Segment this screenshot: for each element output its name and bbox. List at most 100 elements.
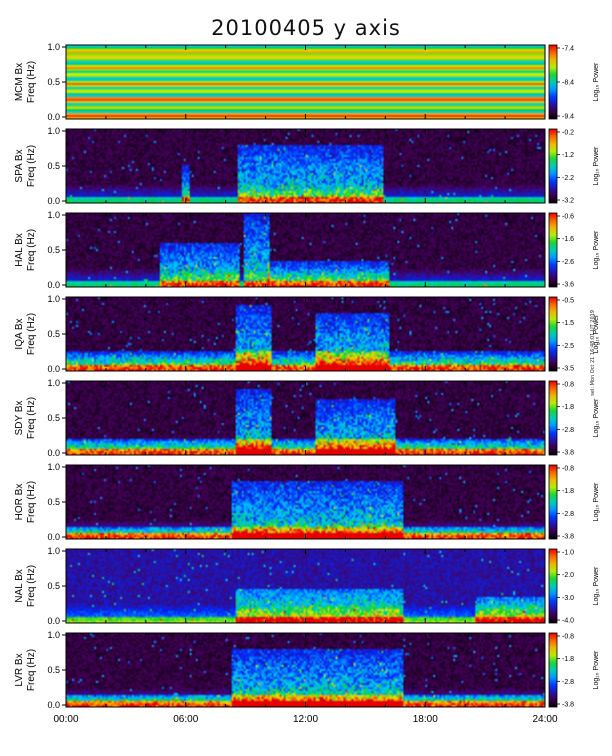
colorbar-label: Log₁₀ Power [593, 314, 600, 353]
colorbar-tick-label: -1.0 [562, 550, 574, 557]
chart-title: 20100405 y axis [211, 16, 401, 40]
colorbar [548, 464, 558, 540]
y-tick-label: 0.5 [47, 497, 60, 507]
y-axis-label-freq: Freq (Hz) [26, 229, 37, 271]
y-tick-label: 1.0 [47, 126, 60, 136]
panel-sdy: 0.0 0.5 1.0 SDY Bx Freq (Hz) -0.8 -1.8 -2.8 -3.8… [14, 378, 600, 458]
colorbar [548, 380, 558, 456]
spectrogram-image [66, 465, 545, 539]
y-axis-label-freq: Freq (Hz) [26, 565, 37, 607]
y-axis-label-freq: Freq (Hz) [26, 481, 37, 523]
y-tick-label: 0.0 [47, 448, 60, 458]
timestamp-note: sel: Mon Oct 21 16:48:01 UT 2019 [590, 310, 596, 396]
colorbar-tick-label: -0.8 [562, 466, 574, 473]
colorbar-tick-label: -1.8 [562, 404, 574, 411]
colorbar-tick-label: -3.0 [562, 595, 574, 602]
y-tick-label: 0.5 [47, 161, 60, 171]
colorbar-tick-label: -0.8 [562, 634, 574, 641]
y-tick-label: 0.0 [47, 280, 60, 290]
colorbar-tick-label: -3.8 [562, 450, 574, 457]
colorbar-tick-label: -1.2 [562, 152, 574, 159]
x-tick-label: 18:00 [413, 714, 438, 725]
colorbar [548, 128, 558, 204]
colorbar-label: Log₁₀ Power [593, 62, 600, 101]
panel-iqa: 0.0 0.5 1.0 IQA Bx Freq (Hz) -0.5 -1.5 -2.5 -3.5… [14, 294, 600, 374]
spectrogram-image [66, 549, 545, 623]
colorbar-tick-label: -3.2 [562, 198, 574, 205]
spectrogram-image [66, 213, 545, 287]
y-tick-label: 0.5 [47, 665, 60, 675]
y-tick-label: 0.5 [47, 329, 60, 339]
panel-spa: 0.0 0.5 1.0 SPA Bx Freq (Hz) -0.2 -1.2 -2.2 -3.2… [14, 126, 600, 206]
colorbar-label: Log₁₀ Power [593, 398, 600, 437]
y-tick-label: 1.0 [47, 378, 60, 388]
spectrogram-image [66, 633, 545, 707]
y-tick-label: 0.0 [47, 364, 60, 374]
colorbar [548, 296, 558, 372]
colorbar-tick-label: -1.6 [562, 236, 574, 243]
y-axis-label-freq: Freq (Hz) [26, 145, 37, 187]
colorbar-label: Log₁₀ Power [593, 146, 600, 185]
y-tick-label: 0.5 [47, 581, 60, 591]
y-axis-label-station: SPA Bx [14, 149, 25, 182]
y-tick-label: 0.0 [47, 700, 60, 710]
colorbar-tick-label: -2.2 [562, 175, 574, 182]
y-tick-label: 1.0 [47, 462, 60, 472]
colorbar-tick-label: -0.8 [562, 382, 574, 389]
colorbar-tick-label: -3.8 [562, 534, 574, 541]
colorbar-tick-label: -3.8 [562, 702, 574, 709]
y-tick-label: 0.5 [47, 413, 60, 423]
colorbar-tick-label: -8.4 [562, 80, 574, 87]
colorbar [548, 632, 558, 708]
x-tick-label: 12:00 [293, 714, 318, 725]
colorbar-tick-label: -2.5 [562, 343, 574, 350]
y-tick-label: 0.5 [47, 245, 60, 255]
panel-hor: 0.0 0.5 1.0 HOR Bx Freq (Hz) -0.8 -1.8 -2.8 -3.8… [14, 462, 600, 542]
y-tick-label: 0.0 [47, 196, 60, 206]
y-axis-label-station: IQA Bx [14, 318, 25, 349]
colorbar-tick-label: -1.8 [562, 656, 574, 663]
y-tick-label: 1.0 [47, 210, 60, 220]
spectrogram-image [66, 45, 545, 119]
y-axis-label-freq: Freq (Hz) [26, 397, 37, 439]
panel-nal: 0.0 0.5 1.0 NAL Bx Freq (Hz) -1.0 -2.0 -3.0 -4.0… [14, 546, 600, 626]
colorbar-tick-label: -3.5 [562, 366, 574, 373]
y-axis-label-station: HAL Bx [14, 233, 25, 267]
colorbar-tick-label: -0.2 [562, 130, 574, 137]
colorbar [548, 44, 558, 120]
y-tick-label: 0.0 [47, 112, 60, 122]
colorbar-tick-label: -3.6 [562, 282, 574, 289]
spectrogram-image [66, 129, 545, 203]
colorbar-tick-label: -0.5 [562, 298, 574, 305]
y-axis-label-station: MCM Bx [14, 63, 25, 101]
y-axis-label-freq: Freq (Hz) [26, 649, 37, 691]
colorbar [548, 548, 558, 624]
colorbar-label: Log₁₀ Power [593, 650, 600, 689]
y-tick-label: 1.0 [47, 294, 60, 304]
colorbar-tick-label: -1.8 [562, 488, 574, 495]
colorbar-label: Log₁₀ Power [593, 482, 600, 521]
y-tick-label: 0.5 [47, 77, 60, 87]
y-tick-label: 1.0 [47, 546, 60, 556]
spectrogram-image [66, 381, 545, 455]
y-axis-label-station: NAL Bx [14, 569, 25, 603]
x-tick-label: 00:00 [53, 714, 78, 725]
colorbar [548, 212, 558, 288]
colorbar-tick-label: -2.8 [562, 511, 574, 518]
y-tick-label: 1.0 [47, 630, 60, 640]
y-axis-label-station: HOR Bx [14, 484, 25, 521]
y-axis-label-station: SDY Bx [14, 401, 25, 436]
colorbar-label: Log₁₀ Power [593, 566, 600, 605]
y-axis-label-freq: Freq (Hz) [26, 61, 37, 103]
colorbar-tick-label: -2.6 [562, 259, 574, 266]
y-axis-label-freq: Freq (Hz) [26, 313, 37, 355]
colorbar-tick-label: -2.0 [562, 572, 574, 579]
panel-lvr: 0.0 0.5 1.0 LVR Bx Freq (Hz) -0.8 -1.8 -2.8 -3.8… [14, 630, 600, 710]
colorbar-tick-label: -4.0 [562, 618, 574, 625]
colorbar-tick-label: -7.4 [562, 46, 574, 53]
x-tick-label: 06:00 [173, 714, 198, 725]
colorbar-tick-label: -2.8 [562, 427, 574, 434]
spectrogram-image [66, 297, 545, 371]
